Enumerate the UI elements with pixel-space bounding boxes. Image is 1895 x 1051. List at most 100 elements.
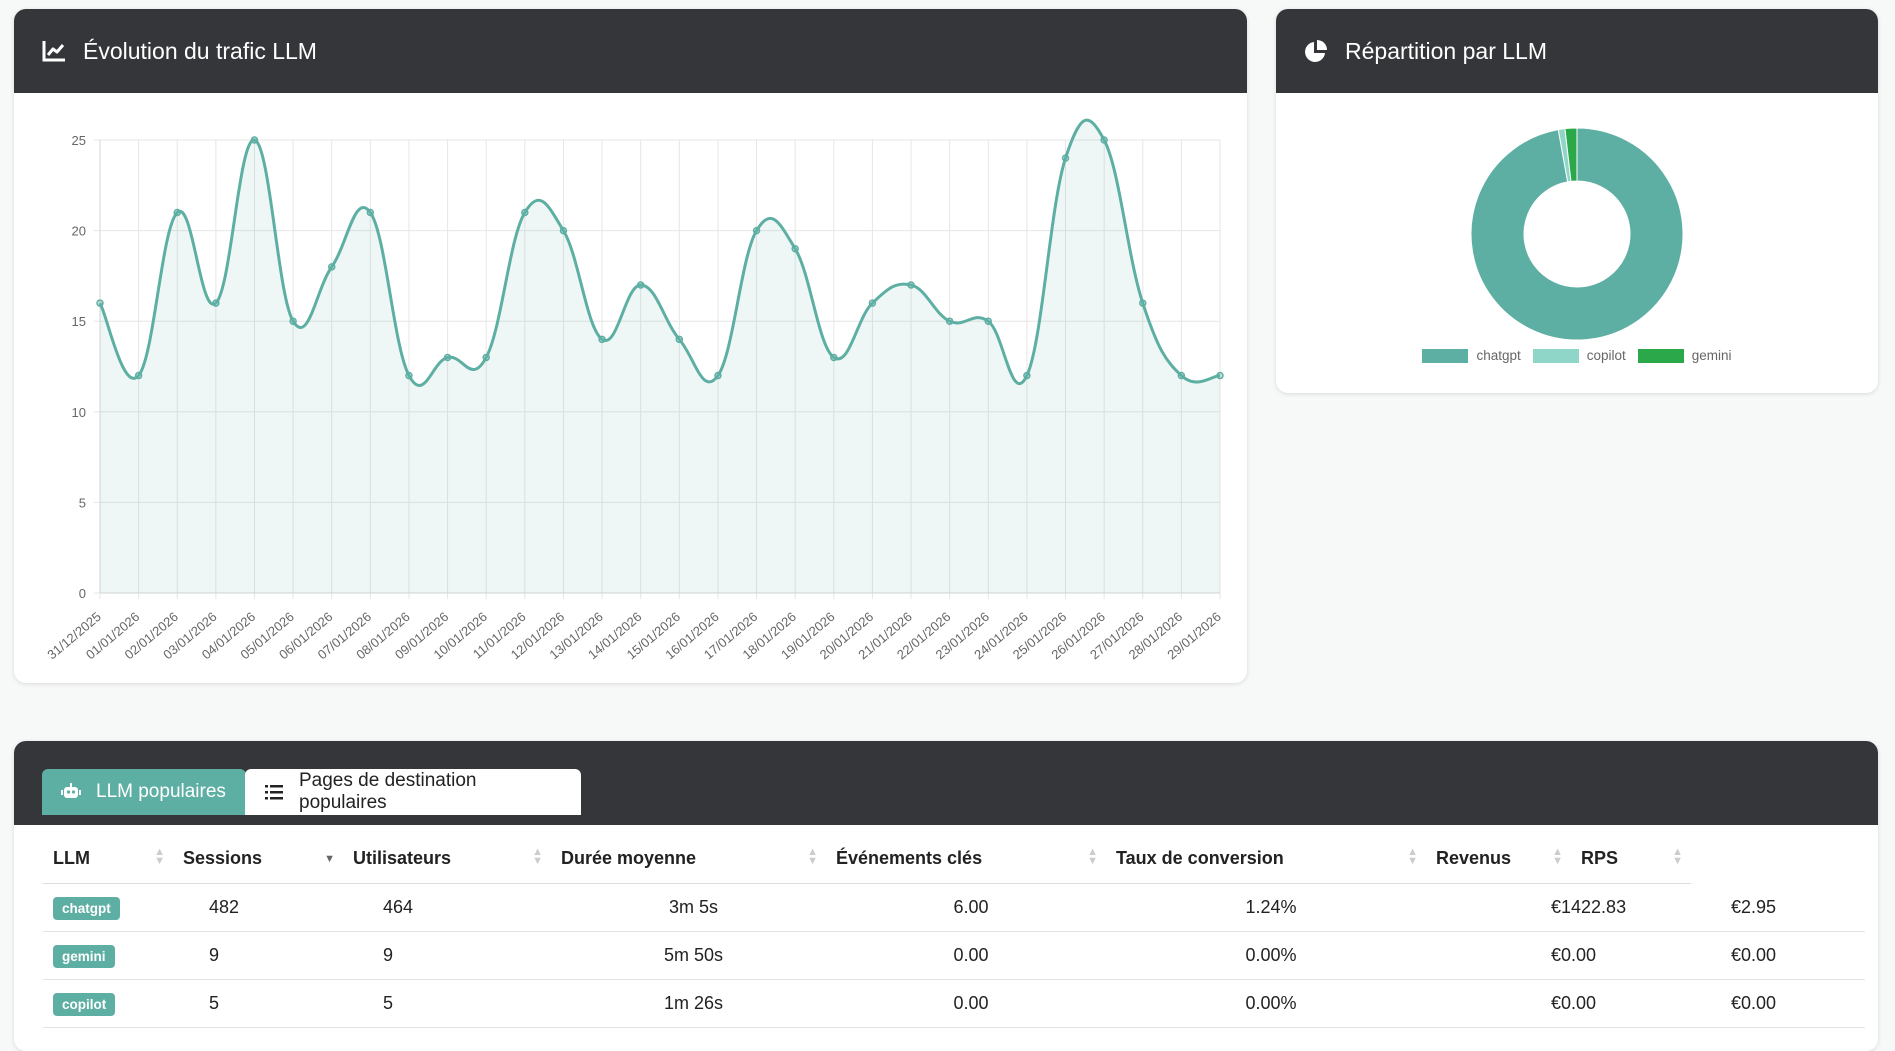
tab-label: Pages de destination populaires (299, 770, 477, 813)
legend-item-gemini[interactable]: gemini (1637, 348, 1732, 363)
table-row: copilot 5 5 1m 26s 0.00 0.00% €0.00 €0.0… (43, 979, 1865, 1028)
column-header-utilisateurs[interactable]: Utilisateurs ▲ ▼ (343, 833, 551, 884)
data-point (443, 353, 452, 362)
table-row: chatgpt 482 464 3m 5s 6.00 1.24% €1422.8… (43, 883, 1865, 932)
traffic-chart-title: Évolution du trafic LLM (83, 37, 317, 64)
rps-cell: €2.95 (1691, 883, 1865, 932)
revenue-cell: €1422.83 (1426, 883, 1691, 932)
line-chart-icon (41, 38, 67, 64)
users-cell: 464 (343, 883, 551, 932)
llm-cell: gemini (43, 931, 173, 980)
data-point (1216, 371, 1224, 380)
robot-icon (60, 781, 82, 803)
llm-badge: copilot (53, 993, 116, 1016)
llm-cell: chatgpt (43, 883, 173, 932)
sort-icon: ▲ ▼ (1087, 846, 1098, 867)
data-point (482, 353, 490, 362)
rps-cell: €0.00 (1691, 979, 1865, 1028)
data-point (907, 281, 915, 289)
column-header-evenements[interactable]: Événements clés ▲ ▼ (826, 833, 1106, 884)
y-tick-label: 10 (72, 405, 86, 420)
pie-chart-icon (1303, 38, 1329, 64)
conversion-cell: 0.00% (1106, 931, 1426, 980)
sort-icon: ▲ ▼ (1552, 846, 1563, 867)
column-header-duree[interactable]: Durée moyenne ▲ ▼ (551, 833, 826, 884)
duration-cell: 5m 50s (551, 931, 826, 980)
data-point (791, 244, 799, 253)
traffic-series-line (98, 118, 1221, 387)
llm-share-header: Répartition par LLM (1276, 9, 1878, 93)
llm-share-card: Répartition par LLM chatgpt copilot gemi… (1276, 9, 1878, 393)
tab-llm-populaires[interactable]: LLM populaires (42, 769, 246, 815)
data-point (1023, 371, 1031, 380)
data-point (675, 335, 684, 344)
traffic-chart-header: Évolution du trafic LLM (14, 9, 1247, 93)
sessions-cell: 482 (173, 883, 343, 932)
llm-donut-chart (1470, 127, 1684, 341)
data-point (868, 299, 877, 307)
legend-item-copilot[interactable]: copilot (1532, 348, 1626, 363)
sessions-cell: 5 (173, 979, 343, 1028)
legend-swatch (1532, 348, 1579, 363)
column-header-conversion[interactable]: Taux de conversion ▲ ▼ (1106, 833, 1426, 884)
data-point (559, 226, 568, 235)
tab-pages-destination[interactable]: Pages de destination populaires (245, 769, 581, 815)
llm-badge: chatgpt (53, 897, 120, 920)
data-point (830, 353, 838, 362)
revenue-cell: €0.00 (1426, 979, 1691, 1028)
table-row: gemini 9 9 5m 50s 0.00 0.00% €0.00 €0.00 (43, 931, 1865, 980)
llm-share-title: Répartition par LLM (1345, 37, 1547, 64)
data-point (1139, 299, 1147, 307)
data-point (752, 226, 761, 235)
legend-label: chatgpt (1476, 348, 1521, 363)
donut-legend: chatgpt copilot gemini (1276, 348, 1878, 363)
data-point (173, 208, 181, 217)
column-header-llm[interactable]: LLM ▲ ▼ (43, 833, 173, 884)
llm-table-card: LLM populaires Pages de destination popu… (14, 741, 1878, 1051)
column-header-sessions[interactable]: Sessions ▼ (173, 833, 343, 884)
data-point (1061, 154, 1070, 162)
sort-desc-icon: ▼ (324, 853, 335, 865)
traffic-area-fill (100, 120, 1220, 594)
tab-label: LLM populaires (96, 781, 226, 802)
rps-cell: €0.00 (1691, 931, 1865, 980)
events-cell: 0.00 (826, 931, 1106, 980)
sort-icon: ▲ ▼ (807, 846, 818, 867)
data-point (134, 371, 143, 380)
y-tick-label: 25 (72, 133, 86, 148)
data-point (212, 299, 220, 307)
data-point (1177, 371, 1186, 380)
conversion-cell: 0.00% (1106, 979, 1426, 1028)
legend-label: gemini (1691, 348, 1732, 363)
list-icon (263, 781, 285, 803)
legend-label: copilot (1586, 348, 1626, 363)
llm-table: LLM ▲ ▼ Sessions ▼ Utilisateurs ▲ ▼ Durée moy… (43, 833, 1865, 1028)
llm-badge: gemini (53, 945, 115, 968)
donut-slice-gemini (1564, 127, 1578, 182)
data-point (327, 263, 336, 271)
conversion-cell: 1.24% (1106, 883, 1426, 932)
sort-icon: ▲ ▼ (154, 846, 165, 867)
data-point (96, 299, 104, 307)
users-cell: 9 (343, 931, 551, 980)
table-header-row: LLM ▲ ▼ Sessions ▼ Utilisateurs ▲ ▼ Durée moy… (43, 833, 1865, 884)
tabs-bar: LLM populaires Pages de destination popu… (14, 741, 1878, 825)
data-point (250, 136, 259, 144)
duration-cell: 1m 26s (551, 979, 826, 1028)
traffic-chart-card: Évolution du trafic LLM 0 5 10 15 20 25 31/12/… (14, 9, 1247, 683)
events-cell: 6.00 (826, 883, 1106, 932)
data-point (636, 281, 645, 289)
users-cell: 5 (343, 979, 551, 1028)
sort-icon: ▲ ▼ (1672, 846, 1683, 867)
y-tick-label: 15 (72, 314, 86, 329)
data-point (984, 317, 993, 325)
data-point (945, 317, 954, 325)
column-header-rps[interactable]: RPS ▲ ▼ (1571, 833, 1691, 884)
legend-item-chatgpt[interactable]: chatgpt (1422, 348, 1521, 363)
sort-icon: ▲ ▼ (532, 846, 543, 867)
column-header-revenus[interactable]: Revenus ▲ ▼ (1426, 833, 1571, 884)
y-tick-label: 20 (72, 224, 86, 239)
sessions-cell: 9 (173, 931, 343, 980)
data-point (521, 208, 529, 217)
events-cell: 0.00 (826, 979, 1106, 1028)
